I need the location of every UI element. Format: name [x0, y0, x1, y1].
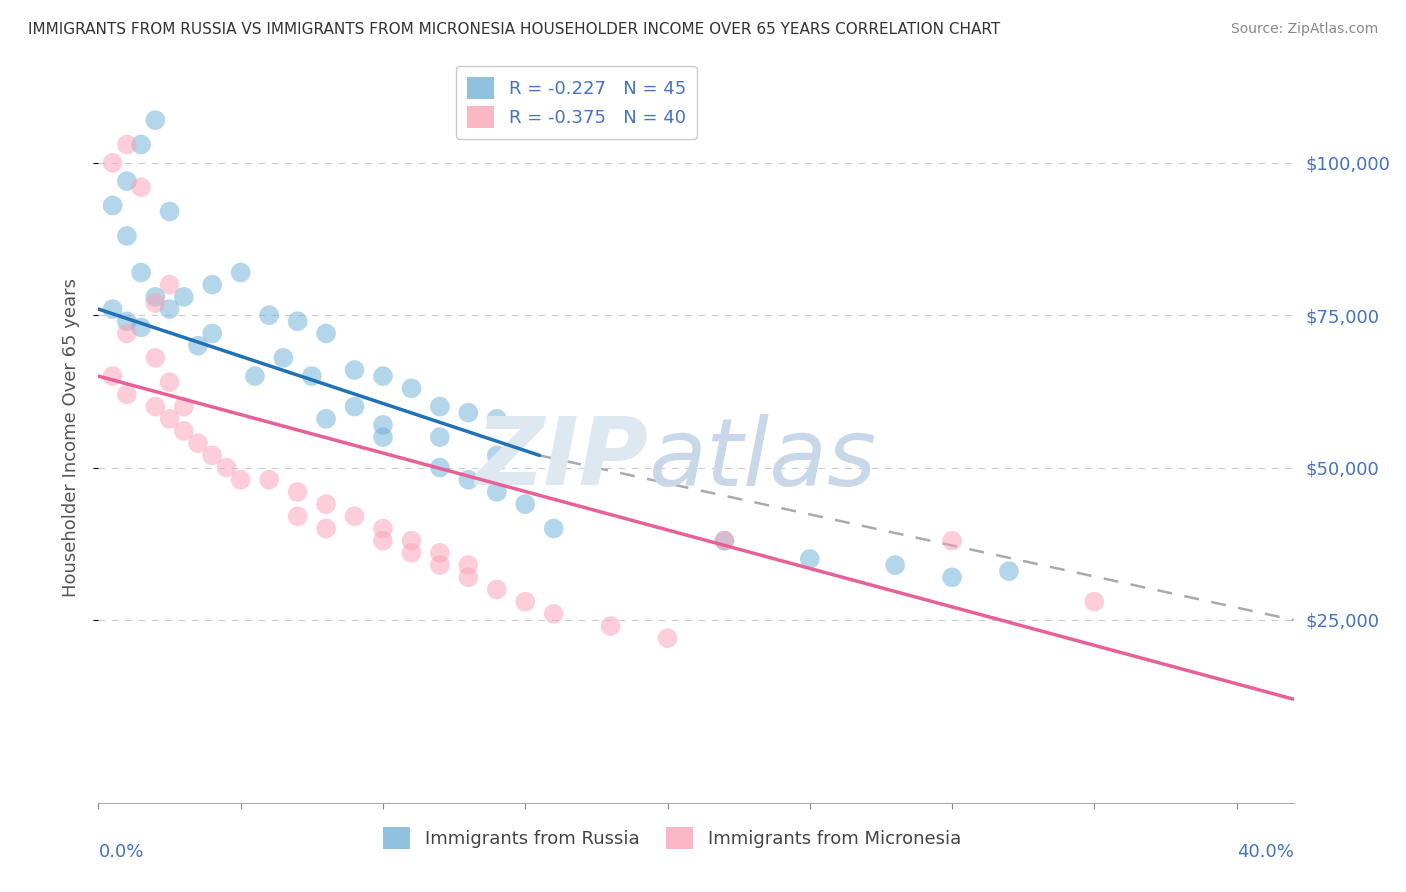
Point [429, 546, 451, 560]
Point [884, 558, 907, 573]
Point [143, 400, 166, 414]
Point [159, 375, 181, 389]
Point [457, 558, 479, 573]
Point [115, 326, 138, 341]
Point [159, 277, 181, 292]
Point [343, 400, 366, 414]
Point [343, 509, 366, 524]
Point [429, 460, 451, 475]
Point [115, 174, 138, 188]
Legend: Immigrants from Russia, Immigrants from Micronesia: Immigrants from Russia, Immigrants from … [375, 820, 969, 856]
Point [101, 198, 124, 212]
Point [187, 338, 209, 352]
Point [315, 497, 337, 511]
Point [101, 301, 124, 317]
Point [143, 290, 166, 304]
Point [201, 448, 224, 462]
Point [457, 406, 479, 420]
Point [371, 430, 394, 444]
Point [173, 424, 195, 438]
Point [371, 417, 394, 432]
Point [287, 314, 309, 328]
Point [485, 448, 508, 462]
Point [173, 290, 195, 304]
Point [287, 485, 309, 500]
Point [371, 521, 394, 535]
Point [998, 564, 1021, 578]
Point [243, 369, 266, 384]
Point [129, 180, 152, 194]
Point [287, 509, 309, 524]
Point [941, 570, 963, 584]
Point [457, 473, 479, 487]
Point [273, 351, 295, 365]
Text: atlas: atlas [648, 414, 876, 505]
Point [301, 369, 323, 384]
Point [187, 436, 209, 450]
Point [371, 369, 394, 384]
Point [115, 137, 138, 152]
Point [401, 381, 423, 395]
Point [129, 266, 152, 280]
Point [215, 460, 238, 475]
Point [543, 607, 565, 621]
Point [515, 594, 537, 608]
Text: IMMIGRANTS FROM RUSSIA VS IMMIGRANTS FROM MICRONESIA HOUSEHOLDER INCOME OVER 65 : IMMIGRANTS FROM RUSSIA VS IMMIGRANTS FRO… [28, 22, 1001, 37]
Point [485, 485, 508, 500]
Point [229, 266, 252, 280]
Point [429, 400, 451, 414]
Point [115, 314, 138, 328]
Point [515, 497, 537, 511]
Point [401, 546, 423, 560]
Text: 40.0%: 40.0% [1237, 843, 1294, 861]
Point [315, 412, 337, 426]
Point [713, 533, 735, 548]
Point [143, 113, 166, 128]
Point [159, 301, 181, 317]
Point [543, 521, 565, 535]
Point [229, 473, 252, 487]
Text: Source: ZipAtlas.com: Source: ZipAtlas.com [1230, 22, 1378, 37]
Point [115, 387, 138, 401]
Point [485, 582, 508, 597]
Point [941, 533, 963, 548]
Text: 0.0%: 0.0% [98, 843, 143, 861]
Point [315, 521, 337, 535]
Point [657, 632, 679, 646]
Point [343, 363, 366, 377]
Point [101, 155, 124, 169]
Point [129, 320, 152, 334]
Point [129, 137, 152, 152]
Point [371, 533, 394, 548]
Point [159, 204, 181, 219]
Y-axis label: Householder Income Over 65 years: Householder Income Over 65 years [62, 277, 80, 597]
Point [115, 228, 138, 243]
Point [201, 277, 224, 292]
Point [257, 473, 280, 487]
Point [485, 412, 508, 426]
Point [713, 533, 735, 548]
Point [143, 351, 166, 365]
Point [799, 552, 821, 566]
Point [101, 369, 124, 384]
Point [599, 619, 621, 633]
Point [1083, 594, 1105, 608]
Point [201, 326, 224, 341]
Point [143, 296, 166, 310]
Point [315, 326, 337, 341]
Point [257, 308, 280, 322]
Point [173, 400, 195, 414]
Point [457, 570, 479, 584]
Point [429, 430, 451, 444]
Point [159, 412, 181, 426]
Point [429, 558, 451, 573]
Point [401, 533, 423, 548]
Text: ZIP: ZIP [475, 413, 648, 505]
